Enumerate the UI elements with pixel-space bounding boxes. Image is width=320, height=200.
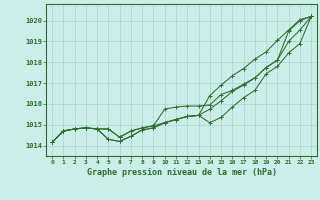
X-axis label: Graphe pression niveau de la mer (hPa): Graphe pression niveau de la mer (hPa) <box>87 168 276 177</box>
